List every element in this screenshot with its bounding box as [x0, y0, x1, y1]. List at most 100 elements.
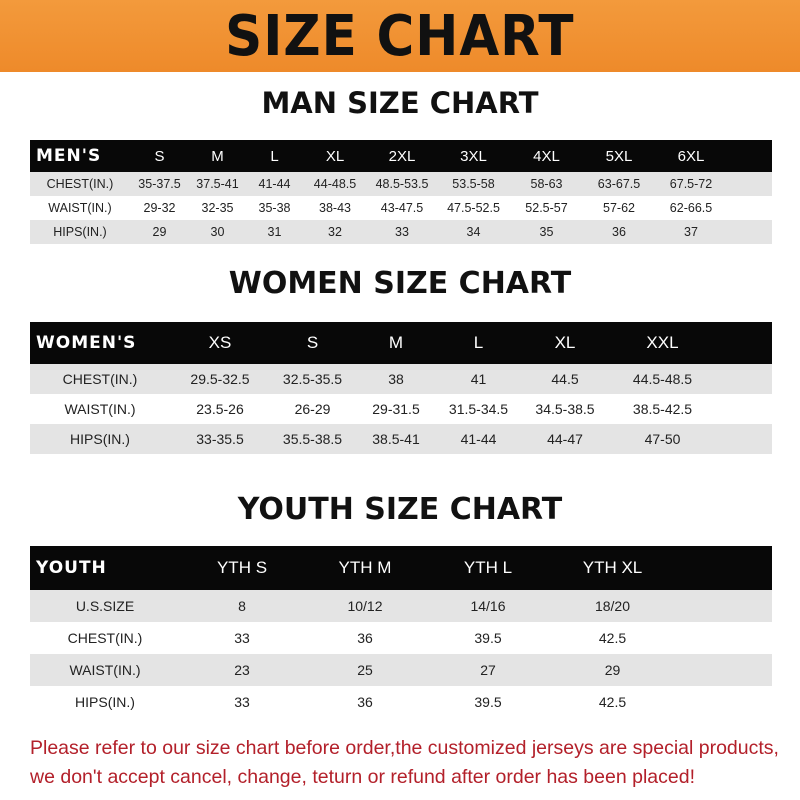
cell: 10/12: [347, 598, 383, 614]
cell: 44-48.5: [313, 177, 357, 191]
cell: 29-32: [143, 201, 176, 215]
cell: 31: [267, 225, 282, 239]
row-label: WAIST(IN.): [69, 662, 141, 678]
cell: 34.5-38.5: [535, 401, 595, 417]
row-label: U.S.SIZE: [75, 598, 135, 614]
cell: XL: [554, 333, 576, 352]
cell: 33: [234, 630, 250, 646]
cell: 3XL: [460, 147, 487, 165]
women-size-table: WOMEN'S XS S M L XL XXL CHEST(IN.) 29.5-32.5 32.5…: [30, 322, 772, 454]
men-size-table: MEN'S S M L XL 2XL 3XL 4XL 5XL 6XL CHEST(IN.) 35-37…: [30, 140, 772, 244]
cell: 25: [357, 662, 373, 678]
row-label: MEN'S: [36, 146, 102, 166]
cell: 36: [612, 225, 626, 239]
cell: 31.5-34.5: [448, 401, 509, 417]
cell: 41: [470, 371, 487, 387]
cell: 35.5-38.5: [282, 431, 343, 447]
cell: M: [211, 147, 224, 165]
cell: 32.5-35.5: [282, 371, 343, 387]
table-header: MEN'S S M L XL 2XL 3XL 4XL 5XL 6XL: [30, 140, 772, 172]
table-row: CHEST(IN.) 35-37.5 37.5-41 41-44 44-48.5 48.5…: [30, 172, 772, 196]
cell: 14/16: [470, 598, 506, 614]
cell: 23: [234, 662, 250, 678]
row-label: HIPS(IN.): [53, 225, 107, 239]
banner: SIZE CHART: [0, 0, 800, 72]
cell: 53.5-58: [452, 177, 495, 191]
row-label: WAIST(IN.): [64, 401, 136, 417]
cell: 44.5: [551, 371, 579, 387]
cell: 36: [357, 630, 373, 646]
cell: 34: [466, 225, 481, 239]
cell: 26-29: [294, 401, 331, 417]
notice-text: Please refer to our size chart before or…: [30, 734, 800, 792]
cell: 47.5-52.5: [447, 201, 500, 215]
cell: 44-47: [547, 431, 583, 447]
table-row: CHEST(IN.) 29.5-32.5 32.5-35.5 38 41 44.5 44.5…: [30, 364, 772, 394]
row-label: WAIST(IN.): [48, 201, 112, 215]
row-label: CHEST(IN.): [67, 630, 143, 646]
youth-size-table: YOUTH YTH S YTH M YTH L YTH XL U.S.SIZE 8 10/12…: [30, 546, 772, 718]
cell: 32: [328, 225, 342, 239]
cell: 27: [480, 662, 496, 678]
cell: XS: [208, 333, 232, 352]
cell: 42.5: [598, 630, 627, 646]
table-row: WAIST(IN.) 23 25 27 29: [30, 654, 772, 686]
cell: 29: [152, 225, 167, 239]
cell: 23.5-26: [196, 401, 244, 417]
cell: 38.5-41: [372, 431, 420, 447]
cell: 63-67.5: [597, 177, 641, 191]
table-row: HIPS(IN.) 29 30 31 32 33 34 35 36 37: [30, 220, 772, 244]
cell: YTH S: [216, 558, 268, 577]
row-label: HIPS(IN.): [70, 431, 130, 447]
cell: 58-63: [530, 177, 563, 191]
cell: 39.5: [474, 694, 502, 710]
table-header: YOUTH YTH S YTH M YTH L YTH XL: [30, 546, 772, 590]
row-label: YOUTH: [36, 558, 107, 578]
cell: 41-44: [460, 431, 497, 447]
women-title: WOMEN SIZE CHART: [228, 266, 572, 301]
cell: 62-66.5: [669, 201, 713, 215]
cell: XL: [325, 147, 345, 165]
cell: 8: [238, 598, 246, 614]
cell: 35-37.5: [138, 177, 181, 191]
youth-title: YOUTH SIZE CHART: [237, 492, 563, 527]
cell: 5XL: [605, 147, 633, 165]
cell: 47-50: [644, 431, 681, 447]
cell: YTH XL: [582, 558, 643, 577]
table-row: U.S.SIZE 8 10/12 14/16 18/20: [30, 590, 772, 622]
cell: 35-38: [258, 201, 291, 215]
notice-line-1: Please refer to our size chart before or…: [30, 737, 779, 759]
cell: 2XL: [388, 147, 416, 165]
cell: S: [306, 333, 319, 352]
table-header: WOMEN'S XS S M L XL XXL: [30, 322, 772, 364]
table-row: HIPS(IN.) 33 36 39.5 42.5: [30, 686, 772, 718]
row-label: CHEST(IN.): [46, 177, 114, 191]
cell: 41-44: [258, 177, 291, 191]
cell: 6XL: [677, 147, 705, 165]
cell: 38-43: [319, 201, 351, 215]
cell: L: [270, 147, 279, 165]
cell: 44.5-48.5: [632, 371, 693, 387]
cell: 30: [210, 225, 225, 239]
cell: 29.5-32.5: [190, 371, 250, 387]
cell: YTH M: [338, 558, 392, 577]
table-row: CHEST(IN.) 33 36 39.5 42.5: [30, 622, 772, 654]
cell: XXL: [646, 333, 679, 352]
cell: 35: [539, 225, 554, 239]
cell: M: [388, 333, 404, 352]
row-label: WOMEN'S: [36, 333, 137, 353]
cell: 43-47.5: [380, 201, 424, 215]
cell: 37: [684, 225, 698, 239]
cell: 33: [234, 694, 250, 710]
cell: 33: [395, 225, 409, 239]
table-row: WAIST(IN.) 29-32 32-35 35-38 38-43 43-47.5 47.…: [30, 196, 772, 220]
cell: 33-35.5: [196, 431, 244, 447]
men-title: MAN SIZE CHART: [261, 86, 539, 120]
cell: 4XL: [533, 147, 560, 165]
cell: L: [473, 333, 484, 352]
notice-line-2: we don't accept cancel, change, teturn o…: [30, 766, 695, 788]
cell: 42.5: [598, 694, 627, 710]
cell: 32-35: [201, 201, 234, 215]
cell: 18/20: [594, 598, 631, 614]
cell: 38.5-42.5: [632, 401, 693, 417]
